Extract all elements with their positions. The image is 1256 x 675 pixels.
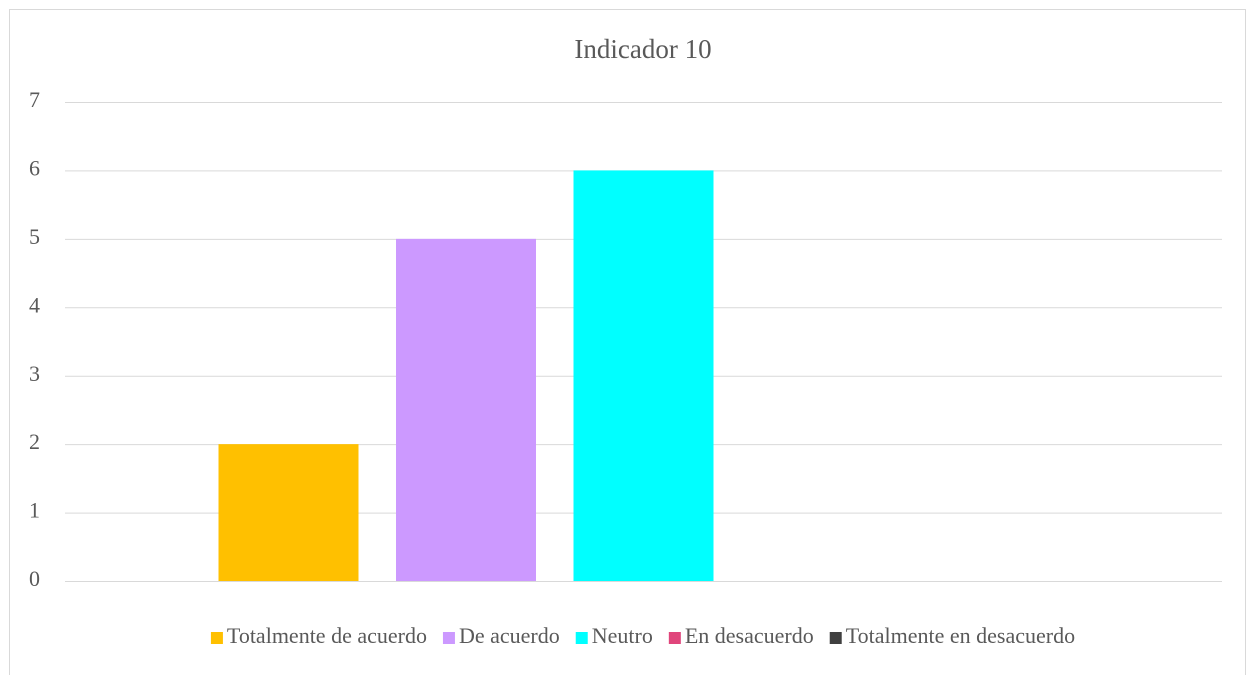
bar [218,444,359,581]
legend-label: En desacuerdo [685,623,814,648]
y-tick-label: 6 [29,155,40,180]
legend-label: Neutro [592,623,653,648]
y-tick-label: 4 [29,292,40,317]
y-tick-label: 1 [29,498,40,523]
legend-label: Totalmente en desacuerdo [846,623,1075,648]
y-tick-label: 0 [29,566,40,591]
legend-label: De acuerdo [459,623,560,648]
y-tick-label: 7 [29,87,40,112]
chart-border [9,9,1246,675]
legend-swatch [442,632,455,644]
y-tick-label: 3 [29,361,40,386]
legend-swatch [210,632,223,644]
bar [396,238,536,581]
chart-title: Indicador 10 [574,34,711,64]
y-tick-label: 2 [29,429,40,454]
legend-swatch [668,632,681,644]
legend-label: Totalmente de acuerdo [227,623,427,648]
bar [573,170,714,581]
y-tick-label: 5 [29,224,40,249]
legend-swatch [829,632,842,644]
legend-swatch [575,632,588,644]
